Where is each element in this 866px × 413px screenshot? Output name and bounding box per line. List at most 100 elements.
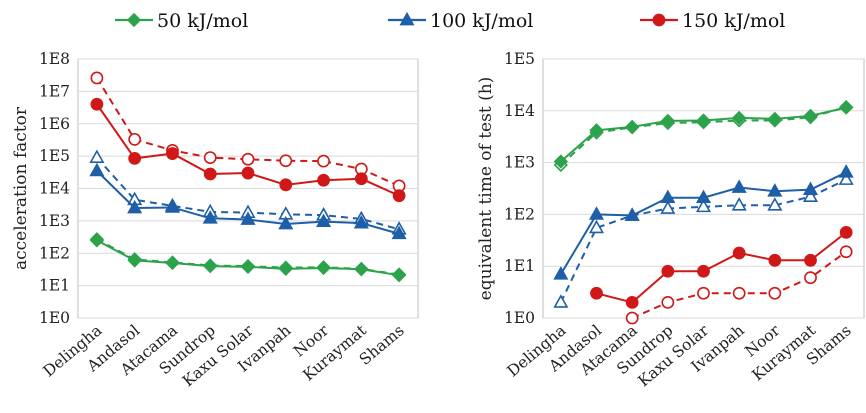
data-point xyxy=(838,171,854,185)
y-tick-label: 1E7 xyxy=(39,82,70,100)
y-tick-label: 1E0 xyxy=(39,309,70,327)
data-point xyxy=(353,215,369,229)
data-point xyxy=(240,259,256,274)
data-point xyxy=(279,154,293,168)
y-tick-label: 1E4 xyxy=(504,102,535,120)
y-tick-label: 1E2 xyxy=(504,205,535,223)
data-point xyxy=(553,294,569,308)
data-point xyxy=(127,253,142,268)
data-point xyxy=(697,264,710,278)
data-point xyxy=(839,100,854,115)
series-line xyxy=(559,171,847,275)
data-point xyxy=(317,173,330,187)
y-tick-label: 1E1 xyxy=(39,277,70,295)
data-point xyxy=(317,154,330,168)
data-point xyxy=(661,264,675,278)
y-tick-label: 1E3 xyxy=(504,154,535,172)
data-point xyxy=(838,164,854,178)
data-point xyxy=(553,266,569,280)
data-point xyxy=(731,179,747,193)
data-point xyxy=(839,225,853,239)
data-point xyxy=(128,152,142,165)
data-point xyxy=(89,233,105,248)
data-point xyxy=(839,245,853,259)
legend-marker xyxy=(399,11,415,26)
data-point xyxy=(128,132,142,146)
data-point xyxy=(625,311,639,325)
data-point xyxy=(89,149,105,163)
data-point xyxy=(391,225,407,240)
series-line xyxy=(560,106,847,166)
data-point xyxy=(660,200,676,214)
data-point xyxy=(660,113,675,128)
data-point xyxy=(661,296,675,309)
data-point xyxy=(241,166,255,180)
legend: 50 kJ/mol 100 kJ/mol 150 kJ/mol xyxy=(115,10,785,32)
data-point xyxy=(202,210,218,224)
data-point xyxy=(279,178,293,192)
series-line xyxy=(96,103,400,197)
data-point xyxy=(354,262,369,277)
data-point xyxy=(802,188,819,203)
legend-label: 50 kJ/mol xyxy=(157,10,248,32)
chart-acceleration-factor: 1E01E11E21E31E41E51E61E71E8DelinghaAndas… xyxy=(11,50,419,390)
data-point xyxy=(588,206,605,220)
data-point xyxy=(240,211,256,225)
data-point xyxy=(731,197,747,211)
legend-label: 150 kJ/mol xyxy=(682,10,785,32)
data-point xyxy=(392,189,406,203)
data-point xyxy=(804,253,817,267)
data-point xyxy=(241,152,255,166)
data-point xyxy=(203,151,217,165)
data-point xyxy=(589,123,604,138)
y-tick-label: 1E2 xyxy=(39,244,70,262)
data-point xyxy=(660,189,676,204)
legend-label: 100 kJ/mol xyxy=(430,10,533,32)
series-line xyxy=(96,77,400,187)
data-point xyxy=(697,286,710,300)
data-point xyxy=(588,219,605,234)
legend-marker xyxy=(652,13,666,27)
data-point xyxy=(278,261,293,276)
data-point xyxy=(316,213,332,227)
data-point xyxy=(767,197,783,211)
data-point xyxy=(203,259,218,274)
data-point xyxy=(89,162,105,177)
data-point xyxy=(695,189,712,204)
y-axis-title: acceleration factor xyxy=(11,106,31,270)
data-point xyxy=(767,111,782,126)
y-axis-title: equivalent time of test (h) xyxy=(476,77,496,301)
series-line xyxy=(596,231,847,304)
data-point xyxy=(624,207,640,221)
data-point xyxy=(802,181,819,196)
data-point xyxy=(391,268,407,283)
data-point xyxy=(90,71,104,85)
data-point xyxy=(625,119,640,134)
y-tick-label: 1E4 xyxy=(39,180,70,198)
data-point xyxy=(768,253,782,267)
data-point xyxy=(316,260,331,276)
data-point xyxy=(695,198,712,213)
data-point xyxy=(590,286,603,300)
data-point xyxy=(278,215,294,230)
y-tick-label: 1E3 xyxy=(39,212,70,230)
data-point xyxy=(164,199,180,213)
data-point xyxy=(354,172,368,186)
y-tick-label: 1E5 xyxy=(504,50,535,68)
data-point xyxy=(804,271,817,285)
data-point xyxy=(732,246,746,260)
legend-marker xyxy=(126,12,142,28)
y-tick-label: 1E8 xyxy=(39,50,70,68)
data-point xyxy=(732,110,747,126)
data-point xyxy=(768,286,782,300)
data-point xyxy=(166,147,179,160)
data-point xyxy=(732,286,746,300)
data-point xyxy=(203,167,217,181)
data-point xyxy=(696,113,711,128)
data-point xyxy=(90,97,104,111)
data-point xyxy=(165,255,180,271)
data-point xyxy=(625,296,639,309)
y-tick-label: 1E5 xyxy=(39,147,70,165)
data-point xyxy=(553,154,568,169)
